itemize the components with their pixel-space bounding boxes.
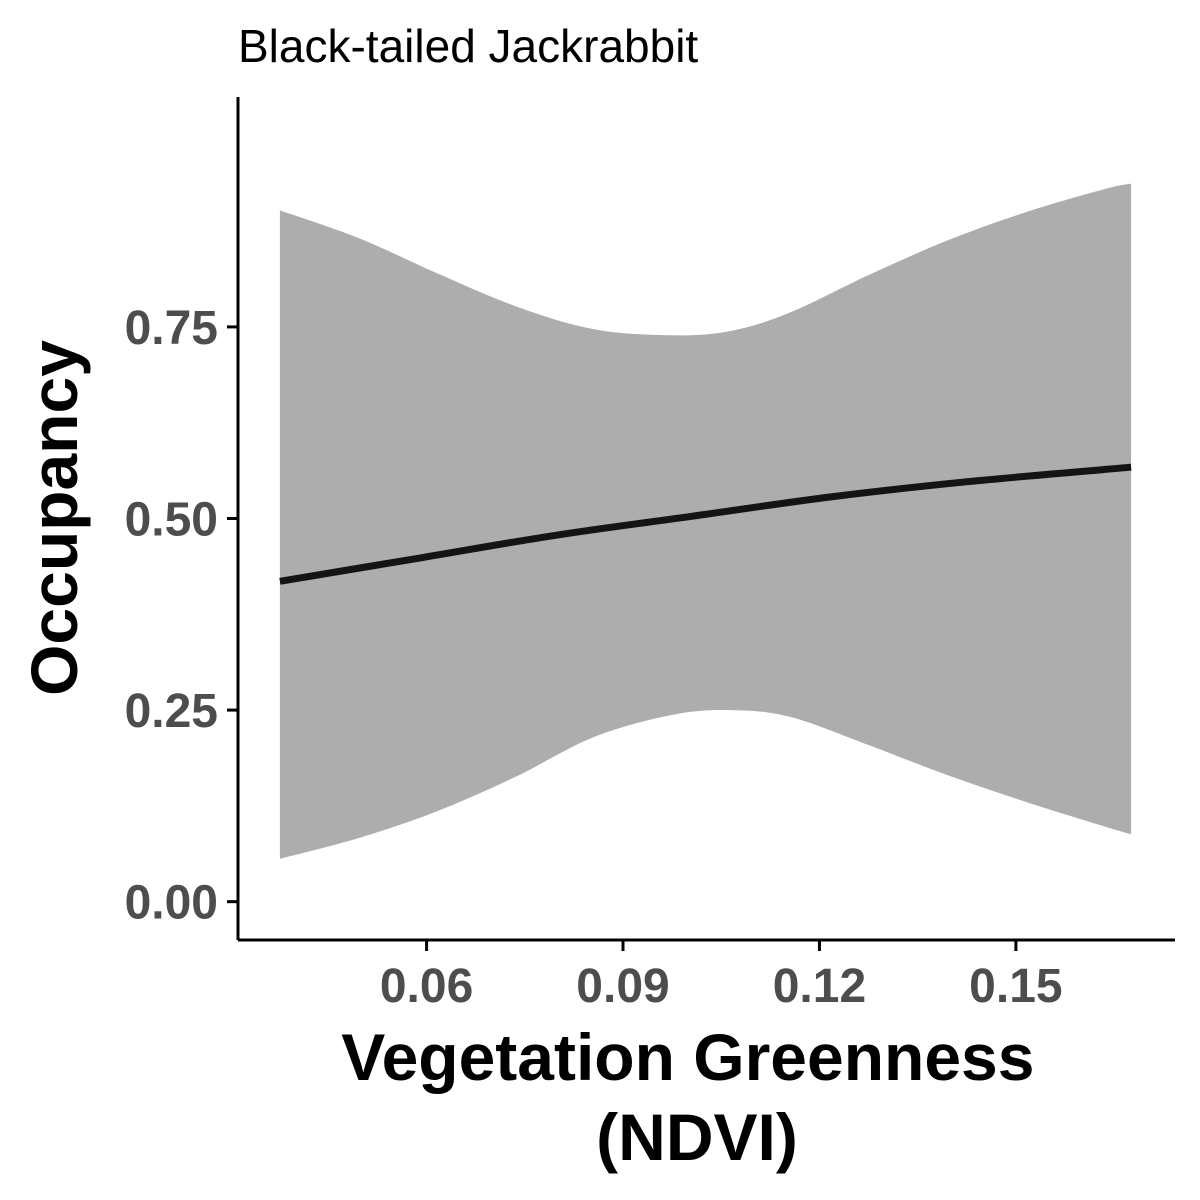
y-tick-label: 0.25 [125, 685, 218, 738]
x-axis-title: Vegetation Greenness (NDVI) [341, 1020, 1053, 1174]
y-axis-title: Occupancy [17, 340, 91, 696]
x-tick-label: 0.15 [969, 960, 1062, 1013]
y-axis-ticks: 0.00 0.25 0.50 0.75 [125, 302, 238, 930]
confidence-ribbon-layer [279, 183, 1132, 859]
y-tick-label: 0.00 [125, 877, 218, 930]
x-tick-label: 0.12 [773, 960, 866, 1013]
x-axis-title-line-2: (NDVI) [596, 1100, 798, 1174]
series-line [279, 463, 1132, 585]
series-line-layer [279, 463, 1132, 585]
confidence-ribbon [279, 183, 1132, 859]
chart-title: Black-tailed Jackrabbit [238, 20, 698, 72]
x-axis-title-line-1: Vegetation Greenness [341, 1020, 1034, 1094]
x-tick-label: 0.06 [380, 960, 473, 1013]
x-axis-ticks: 0.06 0.09 0.12 0.15 [380, 940, 1063, 1013]
y-tick-label: 0.75 [125, 302, 218, 355]
y-tick-label: 0.50 [125, 494, 218, 547]
x-tick-label: 0.09 [576, 960, 669, 1013]
